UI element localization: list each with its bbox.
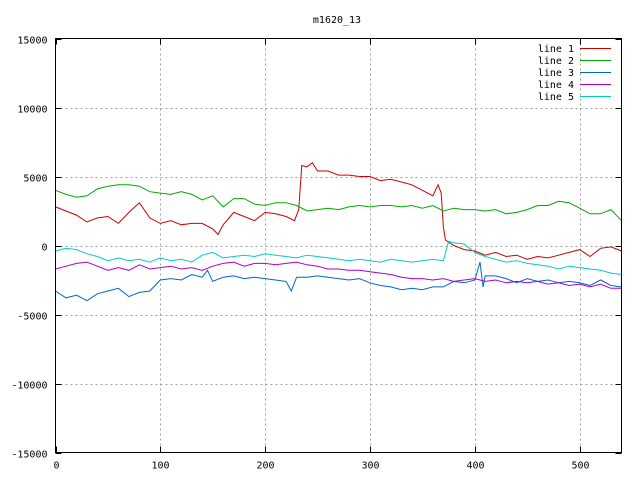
x-tick-label: 0	[53, 461, 59, 472]
series-line-5	[55, 240, 622, 275]
series-group	[55, 161, 622, 302]
x-tick-label: 100	[151, 461, 169, 472]
series-line-4	[55, 261, 622, 289]
y-tick-label: 15000	[17, 36, 47, 47]
y-tick-label: -10000	[11, 381, 47, 392]
y-tick-label: -5000	[17, 312, 47, 323]
x-tick-label: 400	[466, 461, 484, 472]
axis-ticks: 0 100 200 300 400 500 -15000 -10000 -5000 0 5000 10…	[11, 36, 622, 472]
legend-label-1: line 1	[538, 44, 574, 55]
legend-label-5: line 5	[538, 92, 574, 103]
grid-lines	[55, 38, 622, 453]
y-tick-label: 5000	[23, 174, 47, 185]
legend-label-4: line 4	[538, 80, 574, 91]
legend-label-2: line 2	[538, 56, 574, 67]
x-tick-label: 500	[571, 461, 589, 472]
y-tick-label: -15000	[11, 450, 47, 461]
series-line-1	[55, 161, 622, 260]
y-tick-label: 0	[41, 243, 47, 254]
x-tick-label: 300	[361, 461, 379, 472]
legend-label-3: line 3	[538, 68, 574, 79]
series-line-2	[55, 184, 622, 222]
plot-frame	[55, 38, 622, 453]
x-tick-label: 200	[256, 461, 274, 472]
chart-title: m1620_13	[313, 15, 361, 26]
y-tick-label: 10000	[17, 105, 47, 116]
